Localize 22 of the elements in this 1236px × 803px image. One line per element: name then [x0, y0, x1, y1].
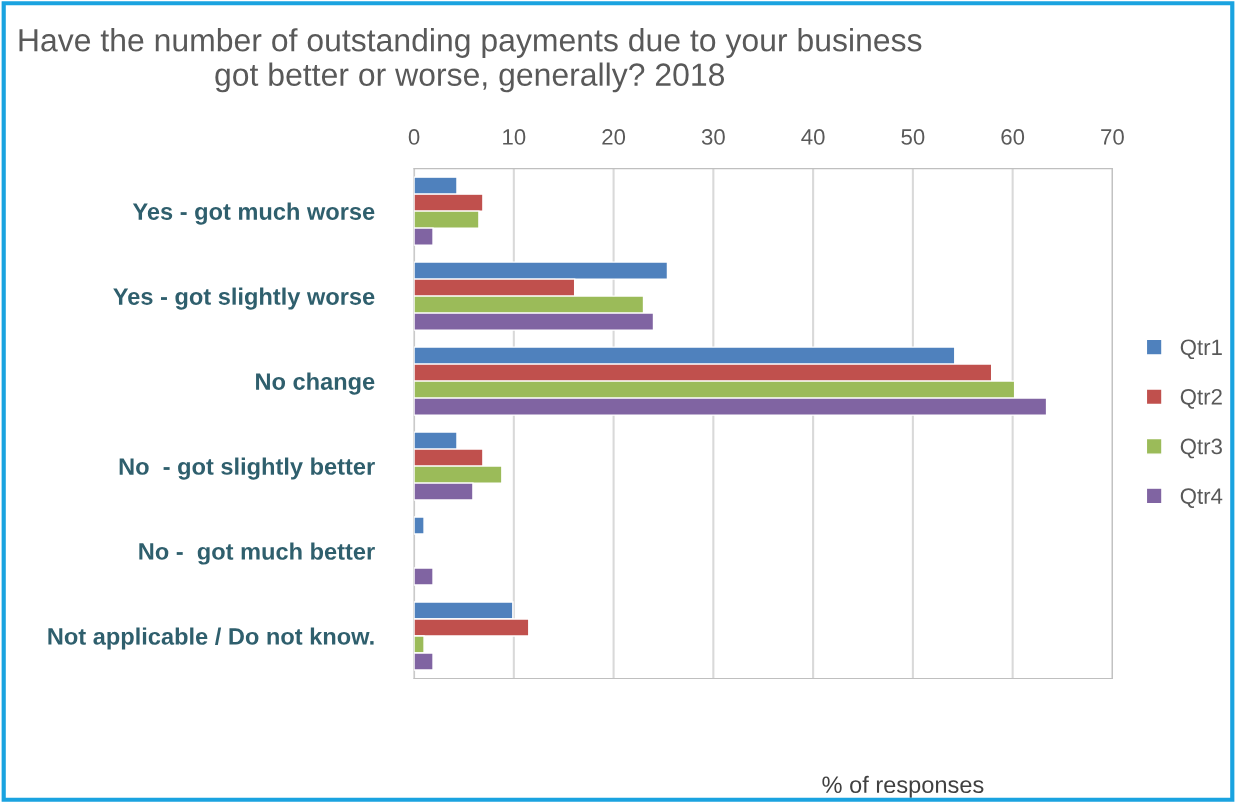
legend-label: Qtr3 [1180, 438, 1222, 459]
y-tick-label: Yes - got slightly worse [113, 287, 375, 310]
y-tick-label: No - got slightly better [119, 457, 375, 480]
legend-label: Qtr1 [1180, 339, 1222, 360]
chart-title: Have the number of outstanding payments due to your business got better or worse, generally? 2018 [19, 28, 922, 93]
x-tick-label: 60 [1001, 129, 1025, 145]
x-tick-label: 50 [901, 129, 925, 145]
x-tick-label: 10 [503, 129, 526, 145]
y-tick-label: No change [256, 372, 375, 395]
y-tick-label: No - got much better [139, 542, 375, 565]
x-tick-label: 70 [1101, 129, 1124, 145]
x-tick-label: 0 [408, 129, 420, 145]
x-tick-label: 20 [602, 129, 626, 145]
bar [414, 567, 434, 586]
y-tick-label: Yes - got much worse [132, 202, 375, 225]
x-axis-title: % of responses [822, 775, 984, 798]
x-tick-label: 30 [701, 129, 725, 145]
legend-label: Qtr2 [1180, 389, 1222, 409]
y-tick-label: Not applicable / Do not know. [48, 627, 374, 650]
legend-label: Qtr4 [1180, 488, 1223, 508]
x-tick-label: 40 [801, 129, 825, 145]
bar [414, 516, 425, 535]
